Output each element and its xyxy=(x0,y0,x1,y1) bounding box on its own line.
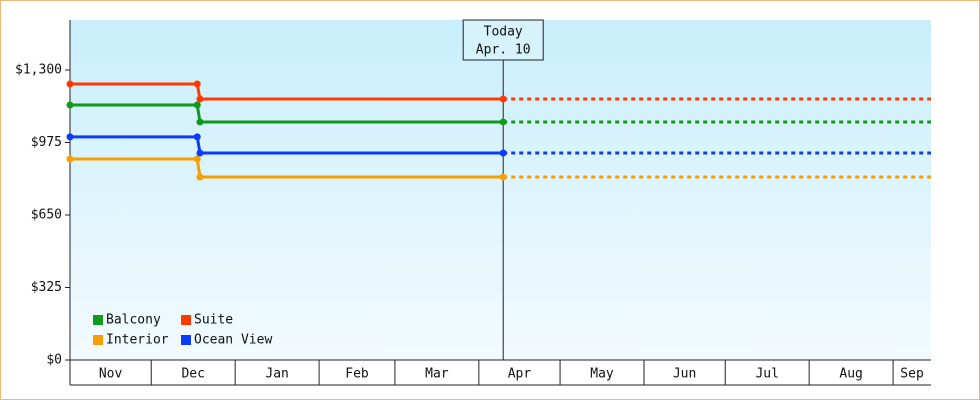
series-line xyxy=(70,103,504,124)
x-tick-label: Jul xyxy=(755,367,778,382)
plot-area xyxy=(70,20,931,360)
x-tick-label: Nov xyxy=(99,367,123,382)
point xyxy=(196,173,204,181)
point xyxy=(193,155,201,163)
point xyxy=(193,80,201,88)
point xyxy=(196,149,204,157)
point xyxy=(66,155,74,163)
x-tick-label: Feb xyxy=(345,367,369,382)
series-line xyxy=(70,135,504,155)
x-tick-label: Aug xyxy=(839,367,862,382)
point xyxy=(499,173,507,181)
x-tick-label: Jan xyxy=(265,367,288,382)
y-tick-label: $1,300 xyxy=(15,62,62,77)
point xyxy=(193,133,201,141)
x-tick-label: Jun xyxy=(673,367,696,382)
y-tick-label: $0 xyxy=(46,353,62,368)
legend-swatch xyxy=(181,335,191,345)
point xyxy=(66,101,74,109)
today-box xyxy=(462,19,544,61)
today-label: Apr. 10 xyxy=(476,43,531,58)
point xyxy=(193,101,201,109)
y-tick-label: $650 xyxy=(31,207,62,222)
point xyxy=(499,149,507,157)
y-tick-label: $325 xyxy=(31,280,62,295)
x-tick-label: Dec xyxy=(181,367,204,382)
legend-label: Balcony xyxy=(106,313,161,328)
y-tick-label: $975 xyxy=(31,135,62,150)
point xyxy=(196,95,204,103)
point xyxy=(499,118,507,126)
legend-label: Suite xyxy=(194,313,233,328)
legend-swatch xyxy=(93,315,103,325)
legend-label: Ocean View xyxy=(194,333,272,348)
series-line xyxy=(70,157,504,179)
today-title: Today xyxy=(484,25,523,40)
point xyxy=(196,118,204,126)
legend-label: Interior xyxy=(106,333,169,348)
x-tick-label: Apr xyxy=(508,367,532,382)
legend-swatch xyxy=(181,315,191,325)
series-line xyxy=(70,82,504,101)
x-tick-label: Mar xyxy=(425,367,449,382)
x-tick-label: Sep xyxy=(900,367,924,382)
point xyxy=(499,95,507,103)
point xyxy=(66,133,74,141)
point xyxy=(66,80,74,88)
legend-swatch xyxy=(93,335,103,345)
x-tick-label: May xyxy=(590,367,614,382)
